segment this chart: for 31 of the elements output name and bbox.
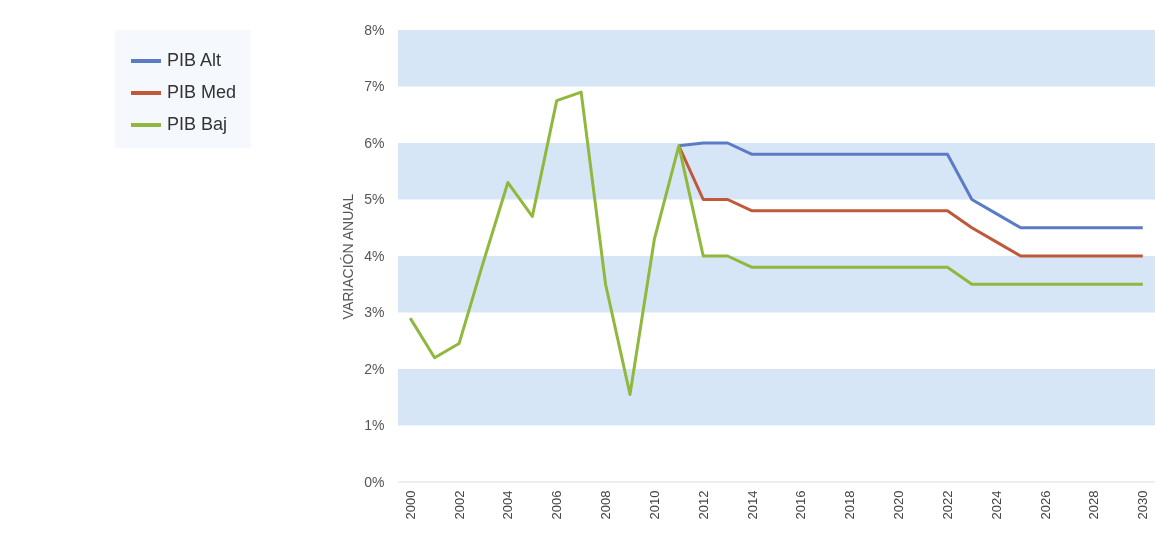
x-tick-label: 2024	[988, 490, 1004, 520]
y-tick-label: 5%	[364, 191, 385, 207]
x-tick-label: 2016	[793, 490, 809, 520]
line-series	[677, 141, 1145, 230]
x-tick-label: 2026	[1037, 490, 1053, 520]
y-tick-label: 6%	[364, 134, 385, 151]
x-tick-label: 2014	[744, 490, 760, 520]
x-tick-label: 2002	[451, 490, 467, 520]
y-tick-label: 1%	[364, 417, 385, 433]
x-tick-label: 2030	[1135, 490, 1151, 520]
legend-label: PIB Med	[167, 82, 237, 102]
x-tick-label: 2010	[646, 490, 662, 520]
x-tick-label: 2004	[500, 490, 516, 520]
line-series	[408, 90, 1145, 396]
y-tick-label: 0%	[364, 473, 385, 490]
y-tick-label: 4%	[364, 247, 385, 264]
legend-label: PIB Alt	[167, 50, 222, 70]
x-tick-label: 2008	[598, 490, 614, 520]
y-axis-title: VARIACIÓN ANUAL	[340, 193, 357, 320]
x-tick-label: 2012	[695, 490, 711, 520]
x-tick-label: 2028	[1086, 490, 1102, 520]
legend-label: PIB Baj	[167, 114, 228, 134]
y-tick-label: 7%	[364, 78, 385, 94]
y-tick-label: 2%	[364, 360, 385, 377]
y-tick-label: 8%	[364, 21, 385, 38]
y-tick-label: 3%	[364, 304, 385, 320]
x-tick-label: 2022	[939, 490, 955, 520]
x-tick-label: 2020	[891, 490, 907, 520]
x-tick-label: 2006	[549, 490, 565, 520]
x-tick-label: 2018	[842, 490, 858, 520]
x-tick-label: 2000	[402, 490, 418, 520]
